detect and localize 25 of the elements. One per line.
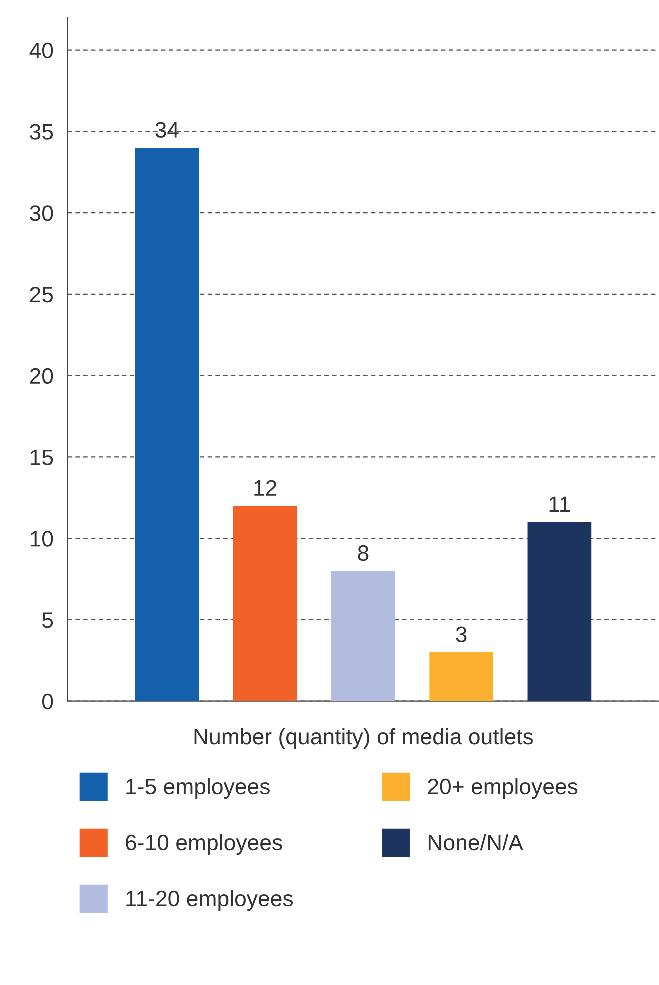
data-label: 8	[358, 545, 369, 562]
y-tick-label: 5	[42, 612, 54, 628]
data-label: 12	[254, 480, 277, 496]
x-axis-title: Number (quantity) of media outlets	[194, 728, 534, 750]
y-tick-label: 40	[30, 42, 54, 59]
legend-label: 1-5 employees	[126, 778, 270, 800]
y-tick-label: 35	[30, 124, 54, 140]
bar	[332, 571, 396, 702]
data-label: 34	[156, 122, 179, 138]
bar	[135, 148, 200, 702]
bar	[430, 652, 494, 702]
data-label: 3	[456, 626, 467, 643]
y-tick-label: 15	[30, 450, 54, 466]
y-tick-label: 0	[42, 694, 54, 710]
y-tick-label: 10	[30, 531, 54, 547]
y-tick-label: 30	[30, 206, 54, 222]
y-tick-label: 25	[30, 286, 54, 303]
data-label: 11	[550, 496, 570, 512]
bar	[233, 506, 298, 702]
legend-label: 6-10 employees	[126, 834, 282, 856]
legend-label: 20+ employees	[428, 778, 578, 800]
bar	[528, 522, 592, 702]
y-tick-label: 20	[30, 368, 54, 384]
legend-label: None/N/A	[428, 834, 524, 851]
legend-label: 11-20 employees	[126, 890, 294, 912]
